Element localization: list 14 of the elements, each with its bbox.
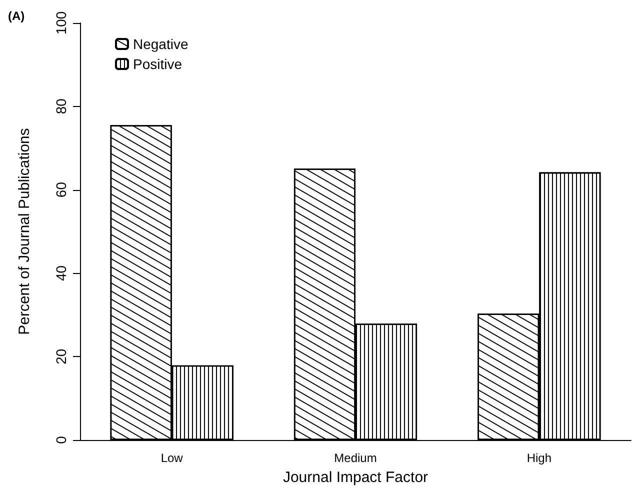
x-tick-label: High <box>526 451 552 465</box>
y-tick-label: 40 <box>53 265 69 281</box>
x-tick-label: Low <box>160 451 184 465</box>
y-tick-label: 80 <box>53 98 69 114</box>
legend-label: Positive <box>133 56 182 72</box>
text: (A) <box>8 9 25 23</box>
x-axis-title: Journal Impact Factor <box>282 469 428 486</box>
y-axis-title: Percent of Journal Publications <box>16 128 33 335</box>
legend-label: Negative <box>133 36 188 52</box>
y-tick-label: 60 <box>53 182 69 198</box>
y-tick-label: 100 <box>53 11 69 35</box>
x-tick-label: Medium <box>334 451 377 465</box>
y-tick-label: 20 <box>53 348 69 364</box>
y-tick-label: 0 <box>53 436 69 444</box>
